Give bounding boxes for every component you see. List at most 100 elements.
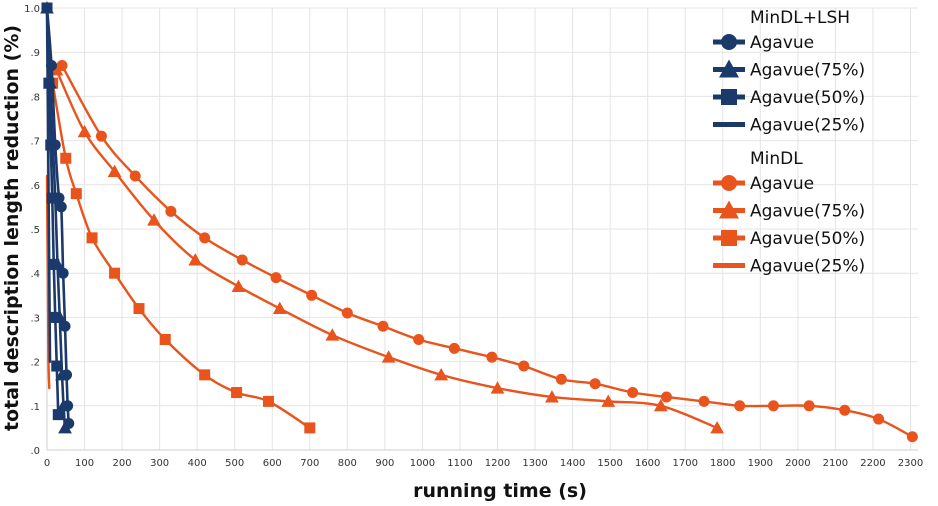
x-tick-label: 1900 — [748, 458, 773, 469]
data-point — [325, 328, 340, 341]
data-point — [95, 130, 107, 142]
data-point — [49, 311, 61, 323]
legend-entry: Agavue(75%) — [713, 59, 865, 81]
legend-label: Agavue(75%) — [750, 202, 865, 222]
legend-label: Agavue — [750, 33, 814, 53]
data-point — [381, 350, 396, 363]
data-point — [48, 258, 60, 270]
y-tick-label: .7 — [30, 137, 40, 148]
x-tick-label: 900 — [375, 458, 394, 469]
data-point — [486, 351, 498, 363]
data-point — [660, 391, 672, 403]
data-point — [263, 395, 275, 407]
data-point — [490, 381, 505, 394]
data-point — [57, 267, 69, 279]
x-tick-label: 1000 — [410, 458, 435, 469]
x-tick-label: 700 — [300, 458, 319, 469]
series-mindl-agavue-25- — [45, 174, 51, 390]
x-tick-label: 2000 — [785, 458, 810, 469]
y-tick-label: .2 — [30, 358, 40, 369]
legend: MinDL+LSH Agavue Agavue(75%) Agavue(50%) Aga… — [713, 8, 865, 277]
series-mindl-agavue-75- — [49, 63, 725, 434]
data-point — [46, 192, 58, 204]
y-tick-label: .0 — [30, 446, 40, 457]
data-point — [434, 367, 449, 381]
data-point — [236, 254, 248, 266]
series-layer — [40, 1, 918, 443]
legend-label: Agavue(25%) — [750, 257, 865, 277]
data-point — [199, 369, 211, 381]
data-point — [839, 404, 851, 416]
legend-entry: Agavue(75%) — [713, 200, 865, 222]
data-point — [231, 387, 243, 399]
data-point — [51, 360, 63, 372]
data-point — [56, 398, 71, 412]
x-axis-label: running time (s) — [413, 480, 587, 502]
legend-entry: Agavue(50%) — [713, 229, 865, 249]
x-tick-label: 0 — [44, 458, 50, 469]
data-point — [873, 413, 885, 425]
data-point — [555, 373, 567, 385]
legend-label: Agavue(50%) — [750, 229, 865, 249]
data-point — [710, 421, 725, 434]
legend-swatch-marker — [721, 34, 737, 50]
data-point — [341, 307, 353, 319]
y-tick-label: .6 — [30, 181, 40, 192]
data-point — [589, 378, 601, 390]
x-tick-label: 800 — [338, 458, 357, 469]
x-tick-label: 200 — [113, 458, 132, 469]
series-line — [45, 6, 71, 425]
data-point — [698, 395, 710, 407]
series-line — [45, 6, 52, 363]
legend-group-title: MinDL — [750, 149, 803, 169]
x-tick-label: 300 — [150, 458, 169, 469]
x-tick-label: 2100 — [823, 458, 848, 469]
legend-entry: Agavue(25%) — [713, 257, 865, 277]
data-point — [188, 253, 203, 266]
data-point — [60, 152, 72, 164]
series-line — [55, 68, 719, 430]
data-point — [55, 367, 69, 381]
legend-swatch-marker — [719, 59, 739, 78]
data-point — [767, 400, 779, 412]
y-tick-label: .3 — [30, 313, 40, 324]
data-point — [59, 320, 71, 332]
data-point — [86, 232, 98, 244]
x-tick-label: 1300 — [522, 458, 547, 469]
x-tick-label: 1100 — [447, 458, 472, 469]
data-point — [159, 334, 171, 345]
data-point — [107, 164, 122, 178]
data-point — [109, 267, 121, 279]
data-point — [448, 342, 460, 354]
x-tick-label: 1800 — [710, 458, 735, 469]
data-point — [52, 409, 64, 421]
legend-swatch-marker — [719, 200, 739, 219]
x-tick-label: 500 — [225, 458, 244, 469]
series-mindl-lsh-agavue-25- — [45, 6, 52, 363]
x-axis-ticks: 0 100 200 300 400 500 600 700 800 900 1000 1100 1200… — [44, 458, 923, 469]
data-point — [272, 301, 287, 315]
x-tick-label: 1400 — [560, 458, 585, 469]
series-line — [51, 81, 312, 430]
x-tick-label: 400 — [188, 458, 207, 469]
y-axis-label: total description length reduction (%) — [1, 25, 23, 431]
data-point — [377, 320, 389, 332]
x-tick-label: 100 — [75, 458, 94, 469]
legend-swatch-marker — [721, 89, 737, 105]
x-tick-label: 1200 — [485, 458, 510, 469]
x-tick-label: 2300 — [898, 458, 923, 469]
legend-group-title: MinDL+LSH — [750, 8, 850, 28]
legend-label: Agavue(50%) — [750, 88, 865, 108]
data-point — [165, 205, 177, 217]
data-point — [270, 272, 282, 284]
legend-entry: Agavue — [713, 33, 814, 53]
x-tick-label: 1500 — [597, 458, 622, 469]
data-point — [306, 289, 318, 301]
data-point — [545, 390, 559, 403]
data-point — [627, 387, 639, 399]
legend-swatch-marker — [721, 230, 737, 246]
data-point — [58, 421, 72, 434]
data-point — [77, 124, 92, 138]
data-point — [906, 431, 918, 443]
data-point — [231, 279, 246, 292]
